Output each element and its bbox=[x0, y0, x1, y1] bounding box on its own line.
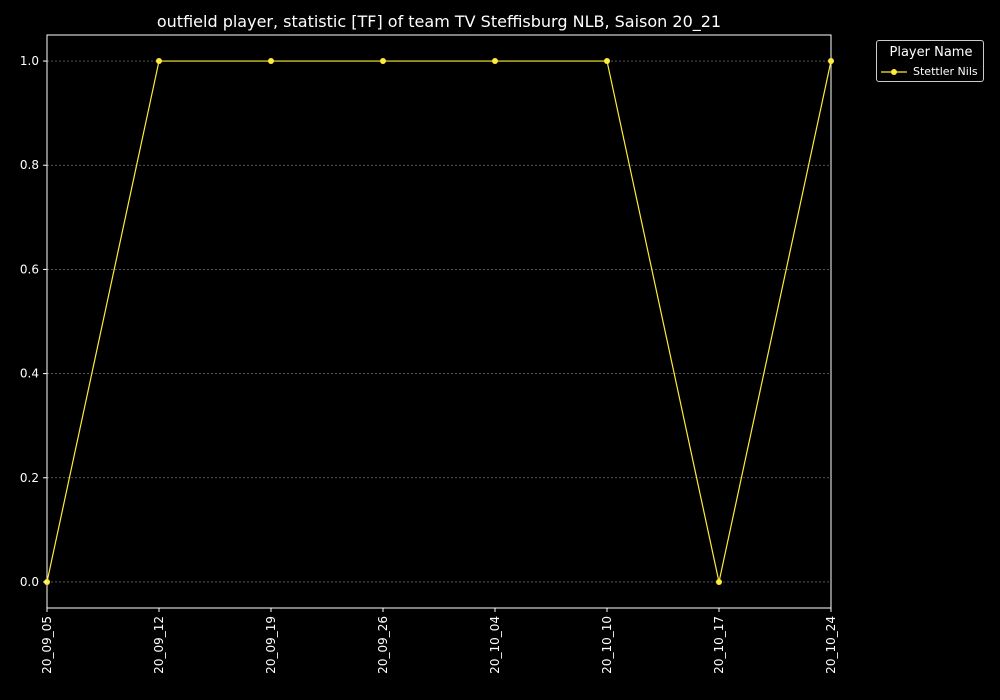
y-tick-label: 0.6 bbox=[20, 262, 39, 276]
x-tick-label: 20_09_05 bbox=[40, 616, 54, 674]
legend: Player Name Stettler Nils bbox=[876, 40, 984, 82]
x-tick-label: 20_09_19 bbox=[264, 616, 278, 674]
legend-title: Player Name bbox=[889, 45, 973, 60]
axes-layer bbox=[46, 34, 832, 609]
legend-label: Stettler Nils bbox=[913, 65, 978, 78]
data-point bbox=[492, 58, 498, 65]
x-tick-label: 20_10_10 bbox=[600, 616, 614, 674]
y-tick-label: 1.0 bbox=[20, 54, 39, 68]
legend-entry: Stettler Nils bbox=[881, 65, 983, 79]
y-tick-label: 0.4 bbox=[20, 367, 39, 381]
legend-swatch-icon bbox=[881, 69, 907, 75]
y-tick-label: 0.0 bbox=[20, 575, 39, 589]
data-point bbox=[268, 58, 274, 65]
tick-layer: 0.0 0.2 0.4 0.6 0.8 1.0 20_09_05 20_09_12 20_09_… bbox=[20, 54, 838, 674]
plot-frame bbox=[46, 34, 832, 609]
data-point bbox=[380, 58, 386, 65]
chart-title: outfield player, statistic [TF] of team … bbox=[157, 12, 721, 32]
x-tick-label: 20_09_26 bbox=[376, 616, 390, 674]
x-tick-label: 20_10_04 bbox=[488, 616, 502, 674]
data-point bbox=[716, 578, 722, 585]
series-layer bbox=[44, 58, 834, 585]
x-tick-label: 20_10_24 bbox=[824, 616, 838, 674]
data-point bbox=[604, 58, 610, 65]
y-tick-label: 0.8 bbox=[20, 158, 39, 172]
series-line bbox=[46, 60, 832, 583]
data-point bbox=[156, 58, 162, 65]
data-point bbox=[828, 58, 834, 65]
grid-layer bbox=[47, 60, 831, 583]
x-tick-label: 20_10_17 bbox=[712, 616, 726, 674]
y-tick-label: 0.2 bbox=[20, 471, 39, 485]
x-tick-label: 20_09_12 bbox=[152, 616, 166, 674]
